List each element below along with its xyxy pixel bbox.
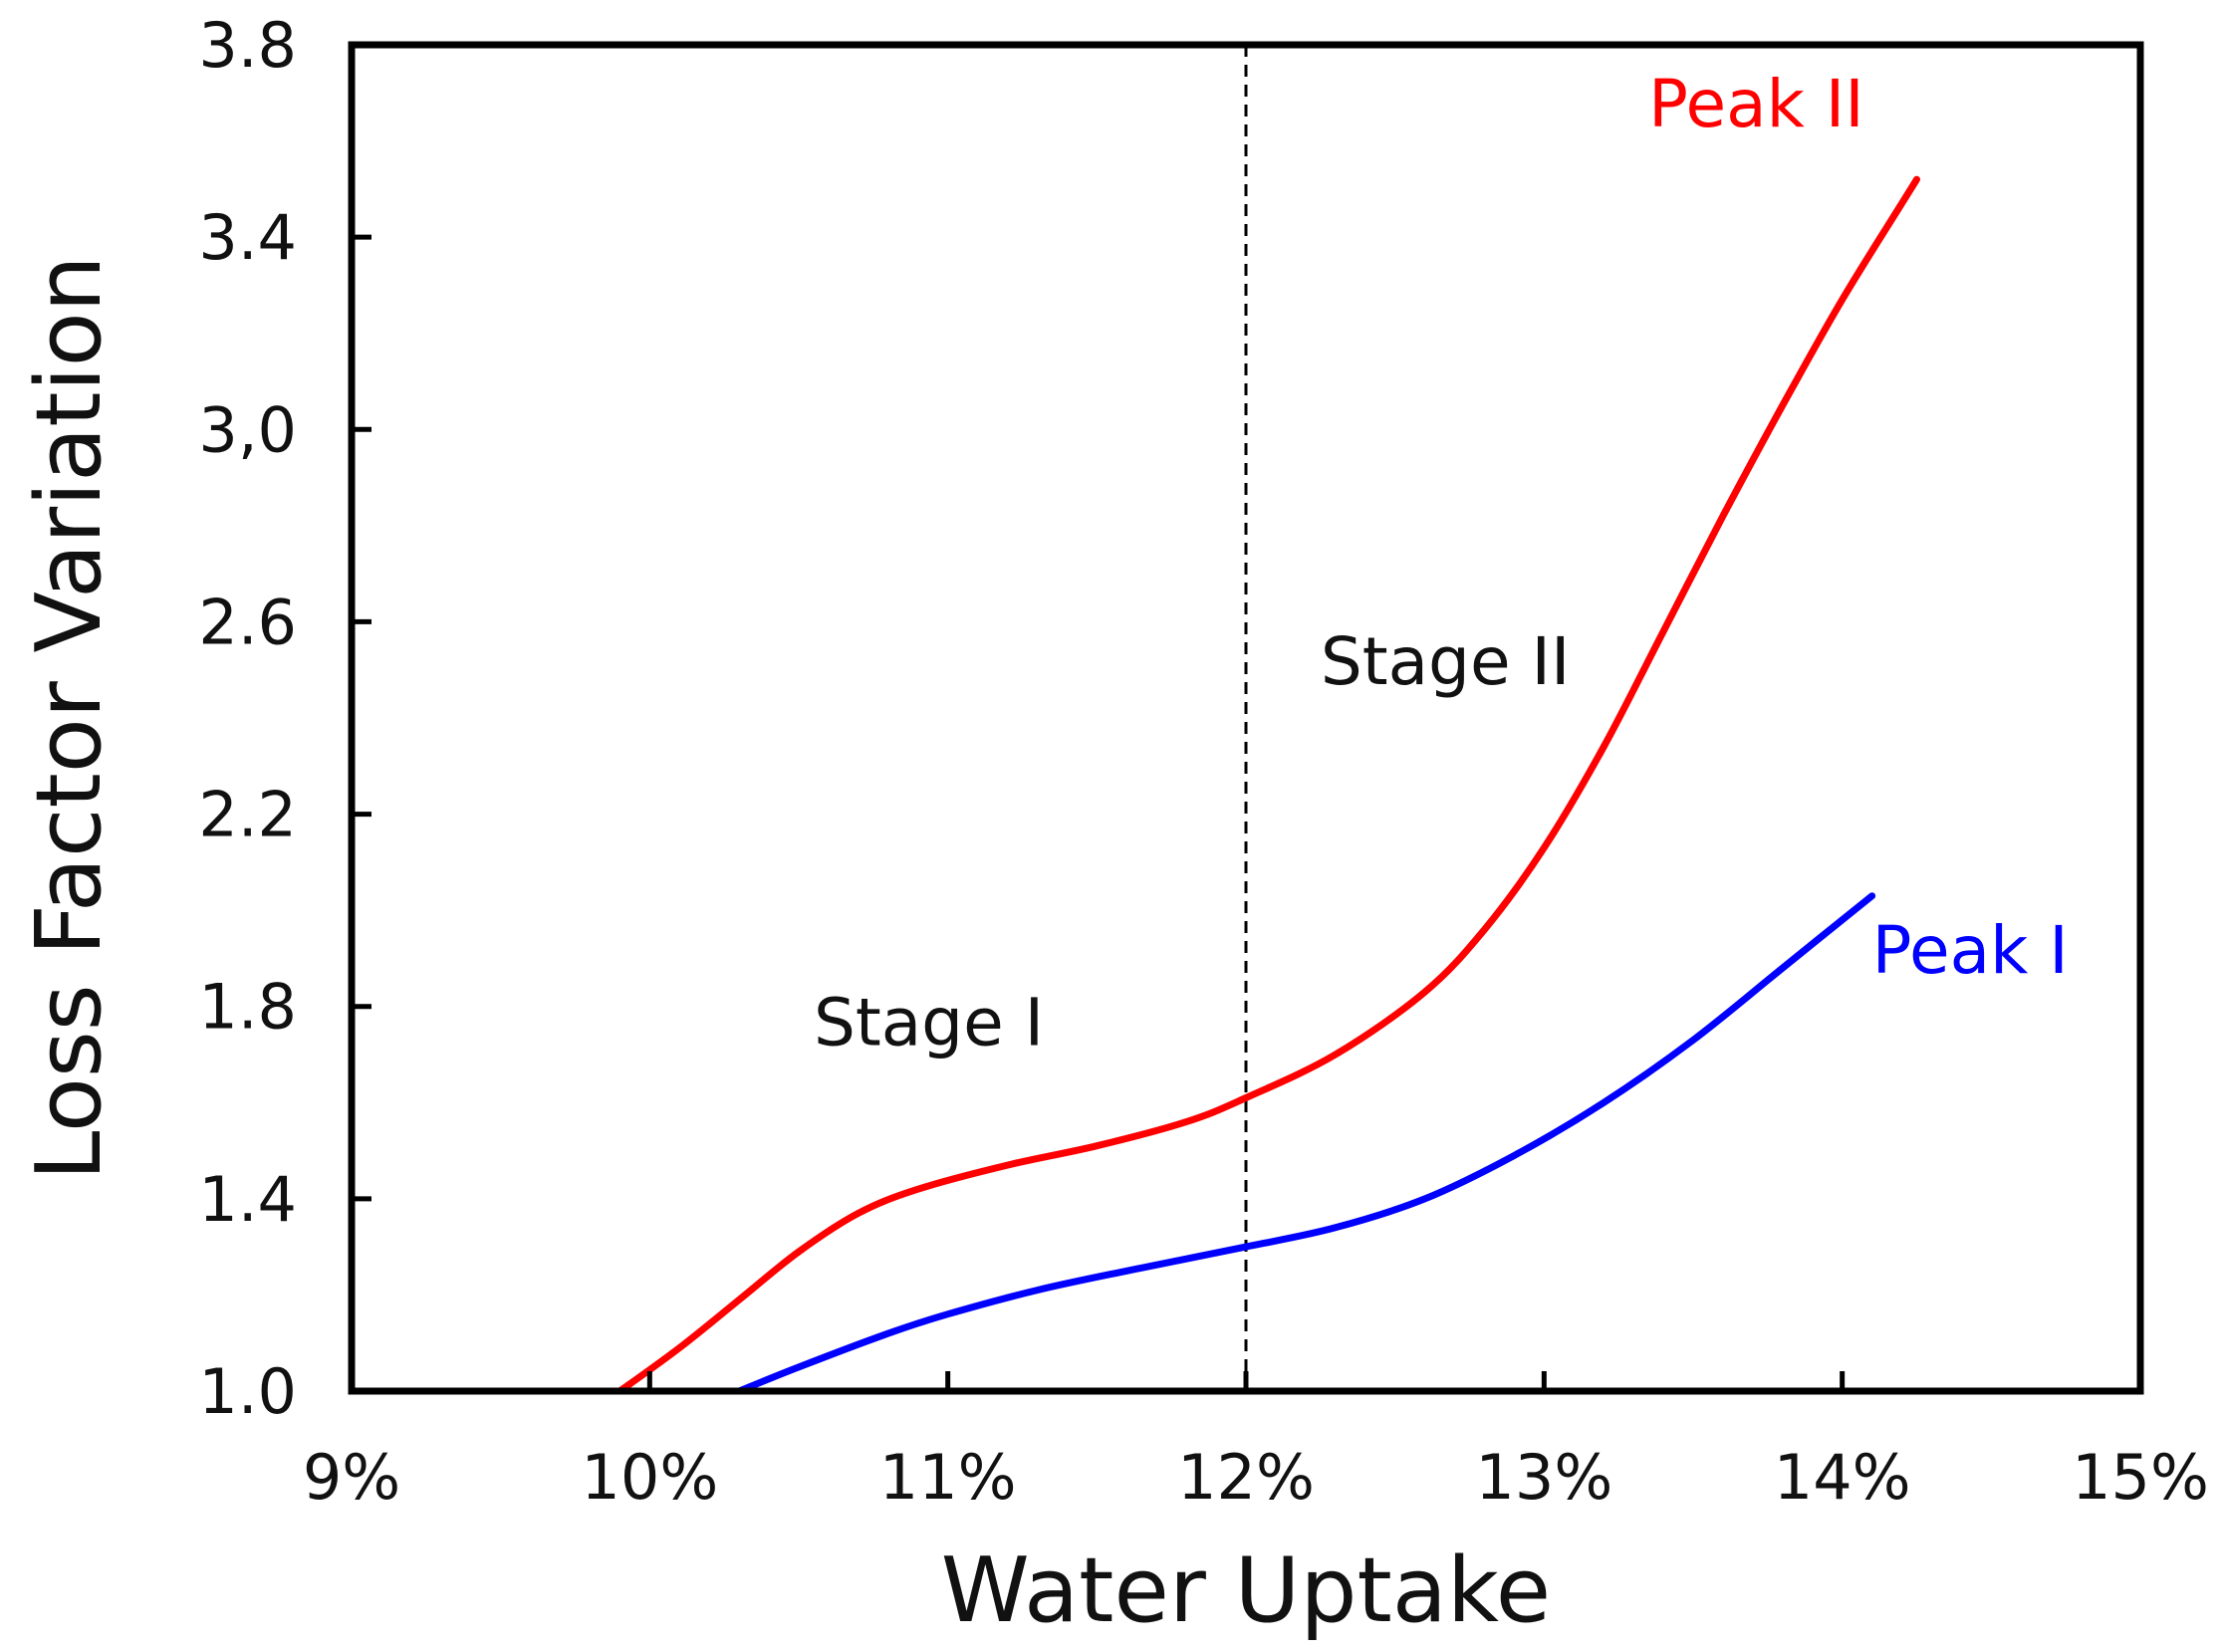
series-line-peak-i bbox=[735, 892, 1876, 1395]
y-tick-label: 1.8 bbox=[198, 971, 297, 1044]
y-tick-label: 2.6 bbox=[198, 586, 297, 658]
y-tick-label: 3.8 bbox=[198, 9, 297, 82]
annotations: Stage I Stage II Peak II Peak I bbox=[814, 66, 2069, 1061]
x-axis-title: Water Uptake bbox=[941, 1538, 1551, 1643]
x-tick-label: 11% bbox=[879, 1441, 1017, 1514]
annotation-stage-ii: Stage II bbox=[1321, 623, 1571, 700]
series-line-peak-ii bbox=[616, 175, 1920, 1395]
x-tick-label: 14% bbox=[1774, 1441, 1911, 1514]
y-tick-label: 1.0 bbox=[198, 1355, 297, 1428]
y-tick-label: 3.4 bbox=[198, 201, 297, 274]
x-tick-label: 13% bbox=[1475, 1441, 1612, 1514]
x-tick-label: 9% bbox=[303, 1441, 400, 1514]
y-tick-label: 3,0 bbox=[198, 393, 297, 466]
x-tick-label: 12% bbox=[1177, 1441, 1315, 1514]
plot-marks bbox=[616, 45, 1920, 1395]
x-tick-label: 15% bbox=[2072, 1441, 2209, 1514]
annotation-peak-i: Peak I bbox=[1872, 912, 2069, 989]
y-axis-title: Loss Factor Variation bbox=[17, 255, 122, 1180]
y-tick-label: 2.2 bbox=[198, 779, 297, 851]
annotation-stage-i: Stage I bbox=[814, 984, 1044, 1061]
axes: 9% 10% 11% 12% 13% 14% 15% 1.0 1.4 1.8 2.2 2.6 3,0 3.… bbox=[198, 9, 2209, 1514]
x-tick-label: 10% bbox=[581, 1441, 718, 1514]
y-tick-label: 1.4 bbox=[198, 1163, 297, 1236]
annotation-peak-ii: Peak II bbox=[1648, 66, 1864, 142]
